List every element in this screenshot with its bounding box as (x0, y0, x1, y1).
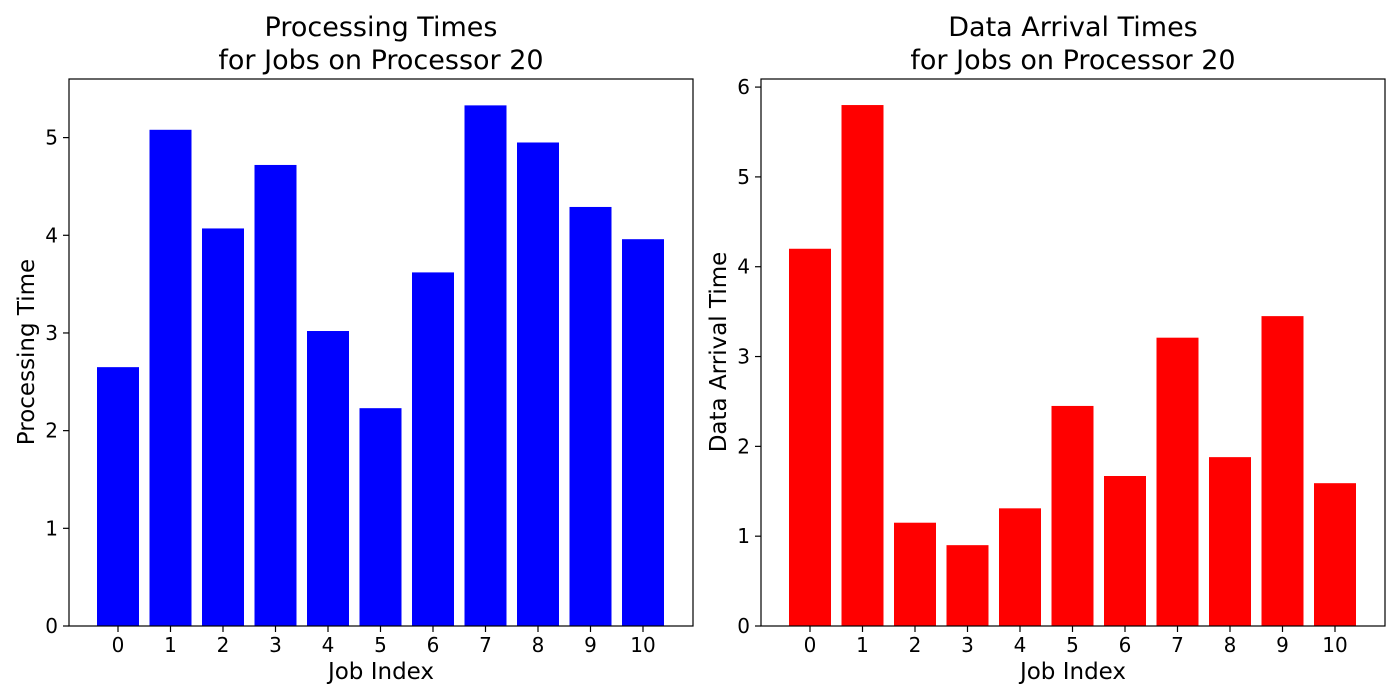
x-tick-label: 8 (1224, 633, 1237, 657)
y-axis-label: Processing Time (14, 259, 40, 445)
x-tick-label: 1 (856, 633, 869, 657)
bar-3 (254, 164, 297, 626)
plot-frame (760, 78, 1386, 627)
y-tick-label: 1 (737, 524, 750, 548)
x-tick-label: 4 (1014, 633, 1027, 657)
x-tick-label: 3 (961, 633, 974, 657)
bar-6 (412, 272, 454, 626)
bar-0 (789, 248, 831, 627)
bar-10 (1314, 483, 1356, 626)
bar-group (789, 105, 1356, 627)
bar-4 (307, 331, 349, 626)
y-tick-label: 5 (737, 165, 750, 189)
bar-2 (894, 522, 936, 626)
x-tick-label: 8 (532, 633, 545, 657)
x-tick-label: 4 (322, 633, 335, 657)
bar-1 (149, 129, 192, 627)
x-tick-label: 3 (269, 633, 282, 657)
data-arrival-times-chart: Data Arrival Times for Jobs on Processor… (706, 12, 1386, 685)
y-axis-ticks: 0 1 2 3 4 5 6 (737, 75, 761, 638)
y-tick-label: 1 (45, 516, 58, 540)
plot-frame (68, 78, 694, 627)
x-tick-label: 7 (1171, 633, 1184, 657)
x-tick-label: 7 (479, 633, 492, 657)
x-tick-label: 9 (584, 633, 597, 657)
bar-0 (97, 367, 139, 626)
y-tick-label: 0 (737, 614, 750, 638)
y-axis-label: Data Arrival Time (706, 252, 732, 453)
y-axis-ticks: 0 1 2 3 4 5 (45, 126, 69, 638)
bar-1 (841, 105, 884, 627)
x-axis-label: Job Index (326, 659, 434, 685)
bar-2 (202, 228, 244, 626)
y-tick-label: 2 (45, 419, 58, 443)
x-tick-label: 6 (427, 633, 440, 657)
bar-8 (517, 142, 559, 626)
chart-title-line-2: for Jobs on Processor 20 (218, 45, 543, 76)
processing-times-chart: Processing Times for Jobs on Processor 2… (14, 12, 694, 685)
bar-7 (464, 105, 507, 626)
y-tick-label: 3 (737, 345, 750, 369)
x-tick-label: 6 (1119, 633, 1132, 657)
y-tick-label: 4 (45, 223, 58, 247)
x-tick-label: 0 (112, 633, 125, 657)
chart-title-line-1: Processing Times (265, 12, 498, 43)
bar-8 (1209, 457, 1251, 626)
y-tick-label: 0 (45, 614, 58, 638)
x-tick-label: 2 (909, 633, 922, 657)
x-tick-label: 9 (1276, 633, 1289, 657)
y-tick-label: 4 (737, 255, 750, 279)
x-axis-ticks: 0 1 2 3 4 5 6 7 8 9 10 (804, 626, 1348, 657)
bar-6 (1104, 476, 1146, 626)
chart-title-line-1: Data Arrival Times (948, 12, 1198, 43)
bar-5 (1051, 405, 1094, 626)
x-tick-label: 5 (1066, 633, 1079, 657)
y-tick-label: 3 (45, 321, 58, 345)
x-tick-label: 10 (630, 633, 655, 657)
y-tick-label: 2 (737, 434, 750, 458)
bar-3 (946, 545, 989, 626)
x-tick-label: 0 (804, 633, 817, 657)
x-tick-label: 5 (374, 633, 387, 657)
x-tick-label: 10 (1322, 633, 1347, 657)
bar-9 (569, 206, 612, 626)
bar-5 (359, 408, 402, 626)
x-axis-ticks: 0 1 2 3 4 5 6 7 8 9 10 (112, 626, 656, 657)
x-tick-label: 2 (217, 633, 230, 657)
y-tick-label: 5 (45, 126, 58, 150)
y-tick-label: 6 (737, 75, 750, 99)
bar-4 (999, 508, 1041, 626)
bar-10 (622, 239, 664, 626)
bar-group (97, 105, 664, 627)
bar-9 (1261, 316, 1304, 626)
x-axis-label: Job Index (1018, 659, 1126, 685)
x-tick-label: 1 (164, 633, 177, 657)
chart-title-line-2: for Jobs on Processor 20 (910, 45, 1235, 76)
bar-7 (1156, 337, 1199, 626)
